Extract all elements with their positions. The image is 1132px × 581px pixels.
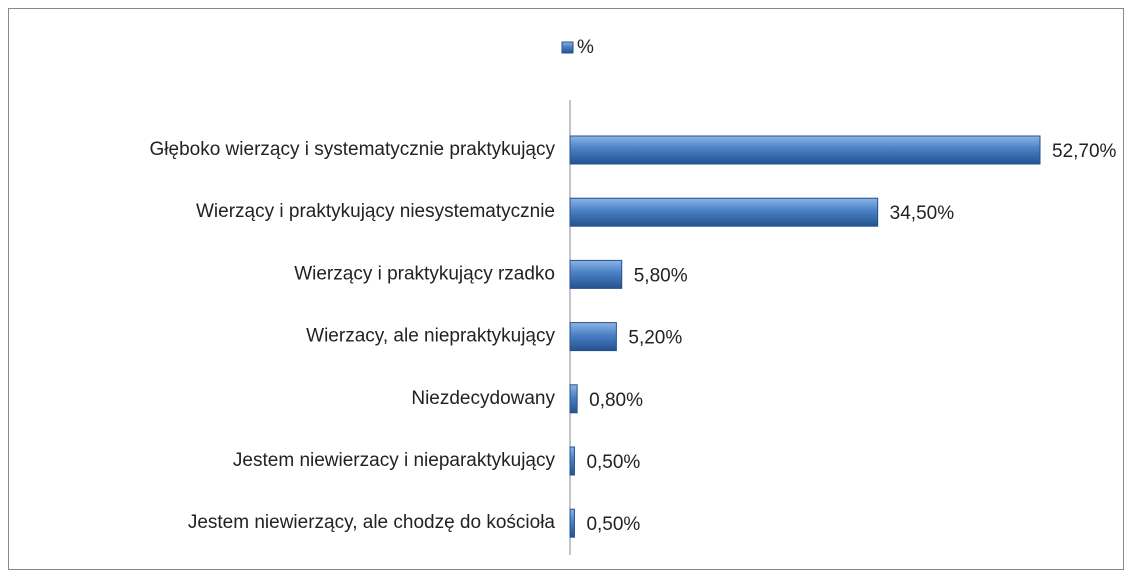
category-label: Wierzacy, ale niepraktykujący bbox=[306, 326, 555, 347]
data-label: 0,80% bbox=[589, 390, 643, 411]
bar bbox=[569, 197, 879, 227]
bar bbox=[569, 384, 578, 414]
category-label: Jestem niewierzący, ale chodzę do kościo… bbox=[188, 512, 556, 533]
bar bbox=[569, 135, 1041, 165]
category-label: Niezdecydowany bbox=[411, 388, 555, 409]
bar bbox=[569, 508, 575, 538]
category-label: Wierzący i praktykujący niesystematyczni… bbox=[196, 201, 555, 222]
legend-label: % bbox=[577, 37, 594, 58]
category-label: Wierzący i praktykujący rzadko bbox=[294, 263, 555, 284]
chart-frame bbox=[8, 8, 1124, 570]
bar bbox=[569, 322, 617, 352]
data-label: 52,70% bbox=[1052, 141, 1117, 162]
bar bbox=[569, 259, 623, 289]
data-label: 5,20% bbox=[628, 328, 682, 349]
bar bbox=[569, 446, 575, 476]
data-label: 0,50% bbox=[586, 452, 640, 473]
legend-swatch bbox=[561, 41, 574, 54]
data-label: 34,50% bbox=[890, 203, 955, 224]
category-label: Głęboko wierzący i systematycznie prakty… bbox=[150, 139, 556, 160]
data-label: 5,80% bbox=[634, 265, 688, 286]
data-label: 0,50% bbox=[586, 514, 640, 535]
category-label: Jestem niewierzacy i nieparaktykujący bbox=[233, 450, 556, 471]
